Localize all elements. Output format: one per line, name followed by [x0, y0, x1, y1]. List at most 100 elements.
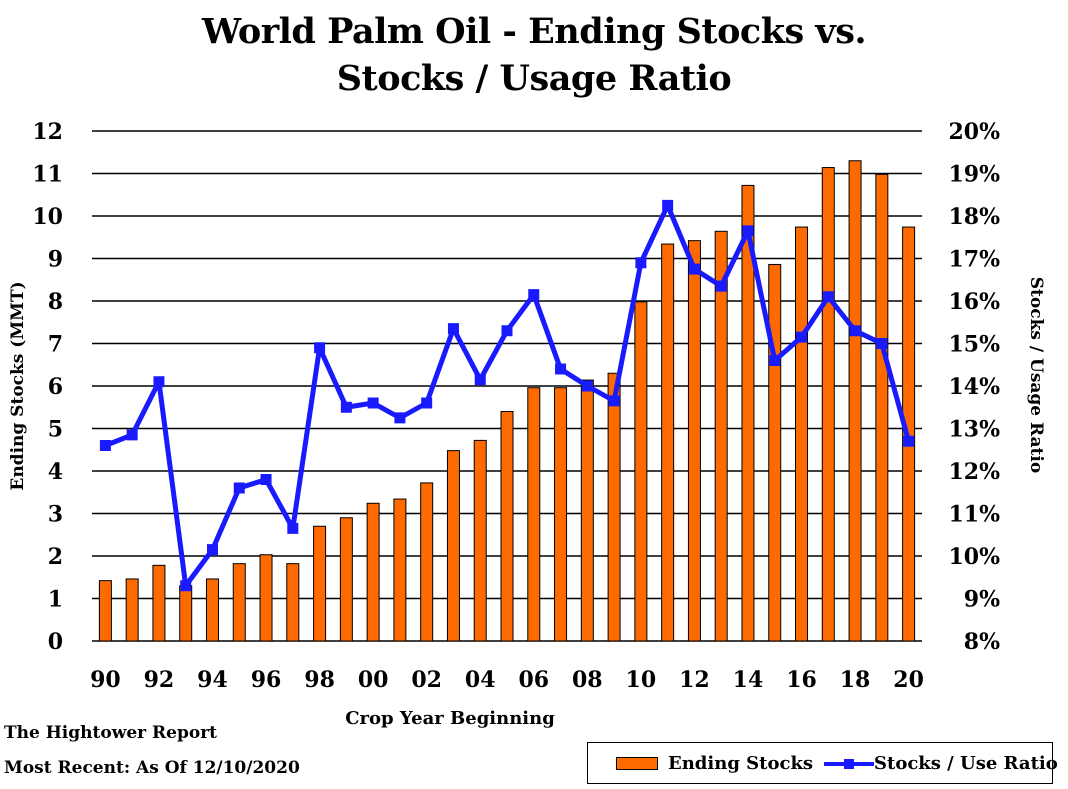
- bar: [741, 184, 755, 642]
- ratio-marker: [849, 325, 861, 337]
- y-tick-label: 2: [48, 544, 63, 570]
- bar: [580, 379, 594, 642]
- x-tick-label: 04: [465, 667, 496, 693]
- legend-item-stocks-use-ratio: Stocks / Use Ratio: [824, 753, 1058, 774]
- legend-swatch-marker: [844, 759, 854, 769]
- bar: [366, 502, 380, 642]
- y2-tick-label: 20%: [948, 119, 1000, 145]
- bar: [339, 517, 353, 642]
- y-tick-label: 8: [48, 289, 63, 315]
- bar: [473, 439, 487, 642]
- ratio-marker: [287, 522, 299, 534]
- ratio-marker: [233, 482, 245, 494]
- y-tick-label: 0: [48, 629, 63, 655]
- bar: [446, 450, 460, 642]
- y2-tick-label: 14%: [948, 374, 1000, 400]
- x-tick-label: 98: [304, 667, 335, 693]
- y2-tick-label: 8%: [964, 629, 1000, 655]
- ratio-marker: [742, 225, 754, 237]
- y-tick-label: 12: [32, 119, 63, 145]
- ratio-marker: [581, 380, 593, 392]
- ratio-marker: [314, 342, 326, 354]
- ratio-marker: [180, 580, 192, 592]
- bar: [286, 563, 300, 642]
- y-tick-label: 5: [48, 417, 63, 443]
- y2-tick-label: 11%: [948, 502, 1000, 528]
- ratio-marker: [206, 544, 218, 556]
- y2-tick-label: 12%: [948, 459, 1000, 485]
- bar: [687, 240, 701, 642]
- x-tick-label: 96: [251, 667, 282, 693]
- bar: [232, 563, 246, 642]
- x-tick-label: 08: [572, 667, 603, 693]
- x-tick-label: 18: [840, 667, 871, 693]
- x-tick-label: 90: [90, 667, 121, 693]
- as-of-date: Most Recent: As Of 12/10/2020: [4, 758, 300, 778]
- y-tick-label: 6: [48, 374, 63, 400]
- y2-tick-label: 17%: [948, 247, 1000, 273]
- legend-label-stocks-use-ratio: Stocks / Use Ratio: [874, 753, 1058, 774]
- y-tick-label: 7: [48, 332, 63, 358]
- x-tick-label: 94: [197, 667, 228, 693]
- bar: [313, 525, 327, 642]
- y2-tick-label: 16%: [948, 289, 1000, 315]
- y2-tick-label: 15%: [948, 332, 1000, 358]
- bar: [152, 564, 166, 642]
- ratio-marker: [153, 376, 165, 388]
- bar: [607, 372, 621, 642]
- y-tick-label: 1: [48, 587, 63, 613]
- bar: [875, 173, 889, 642]
- ratio-marker: [715, 280, 727, 292]
- ratio-marker: [688, 263, 700, 275]
- ratio-marker: [635, 257, 647, 269]
- bar: [848, 160, 862, 642]
- y2-tick-label: 9%: [964, 587, 1000, 613]
- chart-title: World Palm Oil - Ending Stocks vs. Stock…: [0, 8, 1068, 102]
- x-tick-label: 14: [733, 667, 764, 693]
- x-tick-label: 16: [786, 667, 817, 693]
- x-tick-label: 92: [144, 667, 175, 693]
- x-tick-label: 12: [679, 667, 710, 693]
- ratio-marker: [447, 323, 459, 335]
- legend: Ending Stocks Stocks / Use Ratio: [587, 742, 1058, 784]
- ratio-marker: [474, 374, 486, 386]
- legend-swatch-bar: [616, 757, 658, 770]
- bar: [393, 498, 407, 642]
- y2-tick-label: 13%: [948, 417, 1000, 443]
- bar: [205, 578, 219, 642]
- bar: [125, 578, 139, 642]
- ratio-marker: [340, 401, 352, 413]
- bar: [259, 554, 273, 642]
- bar: [821, 167, 835, 642]
- x-tick-label: 20: [893, 667, 924, 693]
- x-tick-label: 10: [626, 667, 657, 693]
- bar: [179, 585, 193, 642]
- y-tick-label: 10: [32, 204, 63, 230]
- y-tick-label: 3: [48, 502, 63, 528]
- bar: [768, 263, 782, 642]
- x-tick-label: 00: [358, 667, 389, 693]
- y2-tick-label: 18%: [948, 204, 1000, 230]
- bar: [795, 226, 809, 642]
- ratio-marker: [796, 331, 808, 343]
- y-axis-title: Ending Stocks (MMT): [8, 281, 28, 490]
- y-tick-label: 4: [48, 459, 63, 485]
- ratio-marker: [394, 412, 406, 424]
- chart-title-line-1: World Palm Oil - Ending Stocks vs.: [201, 11, 867, 52]
- y2-tick-label: 19%: [948, 162, 1000, 188]
- ratio-marker: [99, 440, 111, 451]
- y-tick-label: 9: [48, 247, 63, 273]
- bar: [500, 411, 514, 642]
- ratio-marker: [421, 397, 433, 409]
- ratio-marker: [822, 291, 834, 303]
- ratio-marker: [876, 338, 888, 349]
- ratio-marker: [126, 429, 138, 441]
- ratio-marker: [260, 474, 272, 485]
- chart-title-line-2: Stocks / Usage Ratio: [336, 58, 732, 99]
- ratio-marker: [367, 397, 379, 409]
- ratio-marker: [769, 355, 781, 366]
- bar: [714, 230, 728, 642]
- bar: [420, 482, 434, 642]
- ratio-marker: [608, 395, 620, 407]
